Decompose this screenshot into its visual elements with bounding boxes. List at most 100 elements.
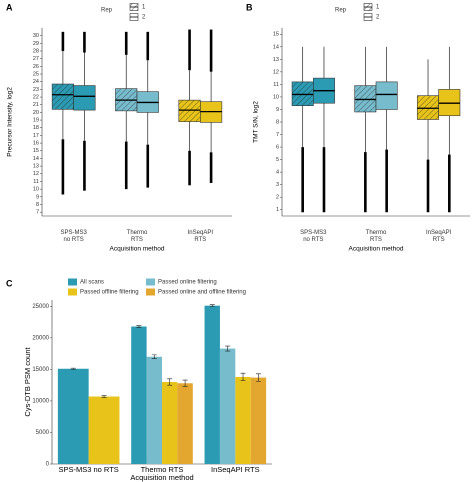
panel-label: C — [6, 278, 13, 288]
y-tick-label: 13 — [273, 57, 279, 63]
x-tick-label: SPS-MS3 no RTS — [59, 465, 119, 474]
y-tick-label: 10000 — [32, 399, 49, 405]
error-bar — [225, 345, 231, 352]
bar — [146, 356, 162, 464]
y-axis-title: Precursor Intensity, log2 — [7, 87, 14, 157]
box-hatch — [52, 84, 74, 110]
y-axis-title: Cys-DTB PSM count — [23, 346, 32, 416]
bar — [177, 383, 193, 464]
y-tick-label: 6 — [276, 145, 279, 151]
error-bar — [136, 325, 142, 328]
x-axis-title: Acquisition method — [349, 246, 404, 253]
y-tick-label: 29 — [33, 41, 39, 47]
y-tick-label: 11 — [33, 179, 39, 185]
y-tick-label: 5 — [276, 157, 279, 163]
y-tick-label: 9 — [276, 107, 279, 113]
x-tick-label: InSeqAPI RTS — [426, 230, 452, 243]
y-tick-label: 14 — [33, 156, 39, 162]
legend-swatch — [146, 288, 155, 296]
y-tick-label: 7 — [36, 210, 39, 216]
error-bar — [151, 354, 157, 359]
box — [73, 85, 96, 111]
y-tick-label: 12 — [273, 69, 279, 75]
y-tick-label: 12 — [33, 171, 39, 177]
y-tick-label: 16 — [33, 141, 39, 147]
y-tick-label: 28 — [33, 48, 39, 54]
bar — [131, 326, 147, 464]
y-tick-label: 24 — [33, 79, 39, 85]
legend-swatch — [68, 278, 77, 286]
x-tick-label: Thermo RTS — [127, 230, 148, 243]
y-tick-label: 22 — [33, 95, 39, 101]
legend-label: Passed online and offline filtering — [158, 290, 246, 296]
box — [375, 81, 398, 110]
error-bar — [70, 367, 76, 370]
y-tick-label: 13 — [33, 164, 39, 170]
y-tick-label: 19 — [33, 118, 39, 124]
panel-label: B — [246, 2, 253, 12]
x-axis-title: Acquisition method — [110, 246, 165, 253]
y-tick-label: 15000 — [32, 367, 49, 373]
y-tick-label: 20000 — [32, 335, 49, 341]
x-tick-label: SPS-MS3 no RTS — [60, 230, 87, 243]
y-tick-label: 27 — [33, 56, 39, 62]
x-tick-label: InSeqAPI RTS — [211, 465, 260, 474]
bar — [88, 396, 120, 464]
y-tick-label: 21 — [33, 102, 39, 108]
y-tick-label: 26 — [33, 64, 39, 70]
x-axis-title: Acquisition method — [130, 473, 193, 482]
y-axis-title: TMT S/N, log2 — [253, 101, 260, 143]
bar — [162, 382, 178, 464]
x-tick-label: Thermo RTS — [366, 230, 387, 243]
legend-label: 2 — [142, 15, 146, 21]
y-tick-label: 20 — [33, 110, 39, 116]
bar — [219, 348, 236, 464]
y-tick-label: 9 — [36, 194, 39, 200]
y-tick-label: 30 — [33, 33, 39, 39]
legend-title: Rep — [335, 8, 347, 14]
error-bar — [101, 395, 107, 398]
bar — [204, 305, 220, 464]
error-bar — [167, 378, 173, 386]
y-tick-label: 25000 — [32, 304, 49, 310]
y-tick-label: 23 — [33, 87, 39, 93]
y-tick-label: 8 — [276, 119, 279, 125]
bar — [250, 377, 267, 464]
legend-swatch — [146, 278, 155, 286]
y-tick-label: 11 — [273, 82, 279, 88]
panel-label: A — [6, 2, 13, 12]
y-tick-label: 0 — [46, 462, 50, 468]
bar — [57, 368, 89, 464]
y-tick-label: 10 — [273, 94, 279, 100]
legend-label: 1 — [142, 5, 146, 11]
y-tick-label: 1 — [276, 207, 279, 213]
legend-label: 1 — [376, 5, 380, 11]
x-tick-label: SPS-MS3 no RTS — [300, 230, 327, 243]
box-hatch — [178, 100, 201, 122]
error-bar — [209, 304, 215, 307]
bar — [235, 376, 251, 464]
x-tick-label: Thermo RTS — [141, 465, 184, 474]
legend-label: 2 — [376, 15, 380, 21]
y-tick-label: 4 — [276, 170, 279, 176]
y-tick-label: 7 — [276, 132, 279, 138]
legend-title: Rep — [101, 8, 113, 14]
error-bar — [182, 379, 188, 387]
y-tick-label: 2 — [276, 195, 279, 201]
legend-label: Passed online filtering — [158, 280, 217, 286]
y-tick-label: 10 — [33, 187, 39, 193]
y-tick-label: 25 — [33, 71, 39, 77]
y-tick-label: 17 — [33, 133, 39, 139]
y-tick-label: 18 — [33, 125, 39, 131]
error-bar — [240, 372, 246, 382]
x-tick-label: InSeqAPI RTS — [188, 230, 214, 243]
legend-swatch — [68, 288, 77, 296]
y-tick-label: 15 — [273, 32, 279, 38]
y-tick-label: 5000 — [36, 430, 50, 436]
y-tick-label: 15 — [33, 148, 39, 154]
y-tick-label: 3 — [276, 182, 279, 188]
y-tick-label: 14 — [273, 44, 279, 50]
y-tick-label: 8 — [36, 202, 39, 208]
legend-label: All scans — [80, 280, 104, 286]
error-bar — [255, 373, 261, 382]
